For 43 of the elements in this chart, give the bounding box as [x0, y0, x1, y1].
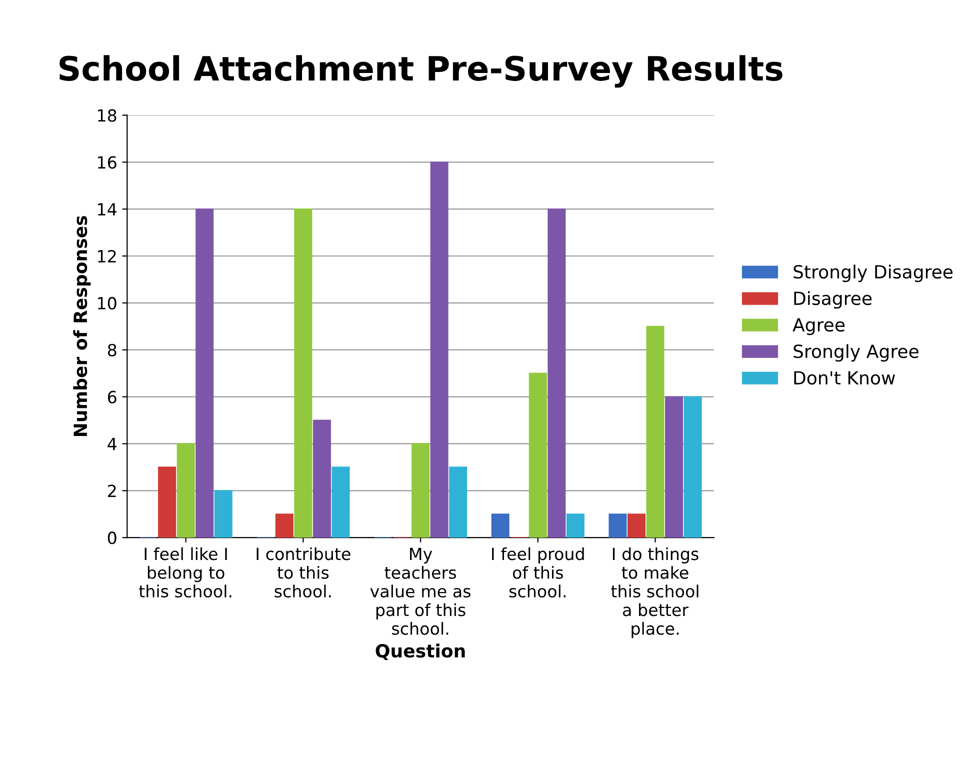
- bar: [176, 443, 195, 538]
- legend-label: Agree: [792, 318, 845, 336]
- x-tick-label: I feel like I belong to this school.: [139, 547, 232, 598]
- bar: [665, 396, 684, 538]
- y-tick-label: 18: [98, 109, 116, 122]
- y-tick-label: 4: [108, 438, 116, 450]
- bar: [294, 208, 312, 538]
- bar: [627, 514, 646, 538]
- bar: [412, 443, 430, 538]
- legend-label: Strongly Disagree: [794, 264, 953, 282]
- bar: [528, 372, 547, 538]
- bar: [332, 466, 350, 538]
- legend-label: Disagree: [794, 291, 872, 309]
- bar: [214, 490, 232, 538]
- bar: [449, 466, 468, 538]
- y-tick-label: 14: [98, 203, 116, 216]
- bar: [491, 514, 510, 538]
- chart-title: School Attachment Pre-Survey Results: [60, 55, 782, 88]
- y-tick-label: 12: [98, 250, 116, 262]
- bar: [312, 420, 331, 538]
- bar: [430, 162, 448, 538]
- bar: [548, 208, 566, 538]
- bar: [646, 326, 664, 538]
- bar: [275, 514, 294, 538]
- x-tick-label: I feel proud of this school.: [492, 547, 584, 598]
- bar: [196, 208, 214, 538]
- y-tick-label: 6: [108, 390, 116, 404]
- x-tick-label: I do things to make this school a better place.: [611, 547, 698, 638]
- y-tick-label: 0: [108, 532, 116, 544]
- bar: [566, 514, 584, 538]
- x-axis-title: Question: [376, 644, 465, 660]
- legend-label: Srongly Agree: [794, 344, 918, 362]
- y-tick-label: 8: [108, 344, 116, 356]
- y-tick-label: 2: [108, 484, 116, 497]
- y-tick-label: 10: [98, 296, 116, 310]
- y-axis-title: Number of Responses: [73, 216, 91, 436]
- x-tick-label: My teachers value me as part of this school.: [370, 548, 470, 635]
- bar: [158, 466, 176, 538]
- x-tick-label: I contribute to this school.: [256, 547, 350, 598]
- bar: [684, 396, 702, 538]
- bar: [608, 514, 627, 538]
- legend-label: Don't Know: [794, 371, 895, 385]
- y-tick-label: 16: [98, 156, 116, 169]
